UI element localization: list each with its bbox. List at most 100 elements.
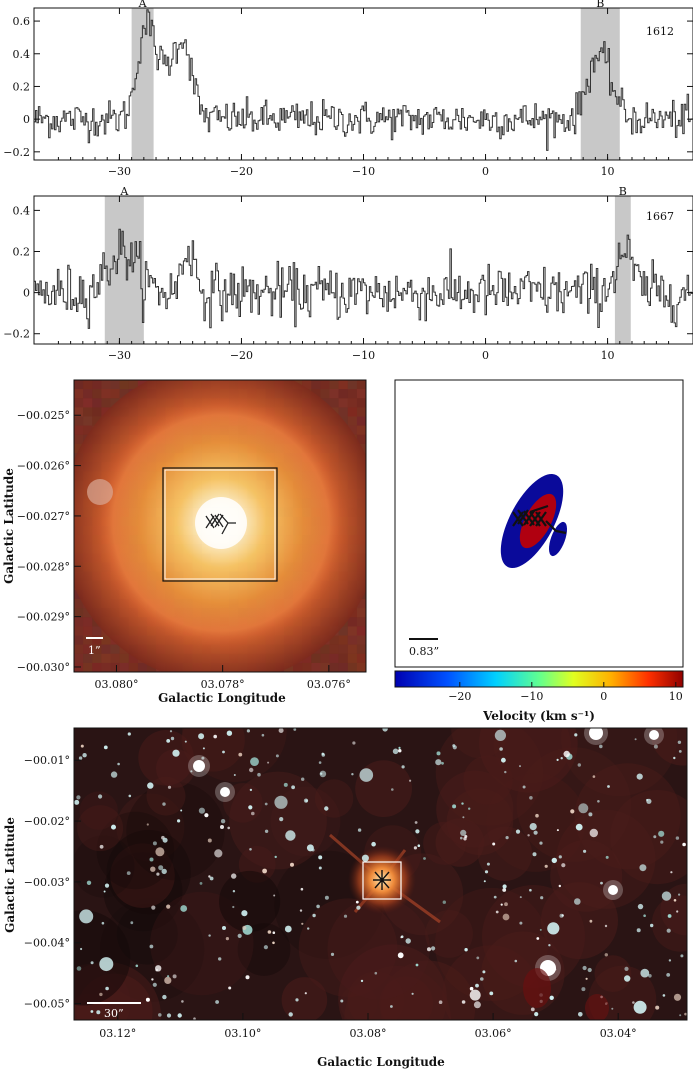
zoom-image-axes: 03.080° 03.078° 03.076° −00.025° −00.026° −00… (17, 409, 351, 691)
star (355, 900, 359, 904)
region-label-B: B (596, 0, 604, 10)
zoom-pixel (356, 653, 366, 664)
star (392, 748, 399, 755)
wide-xlabel: Galactic Longitude (317, 1055, 445, 1069)
zoom-pixel (338, 662, 348, 672)
zoom-ytick-label: −00.030° (17, 661, 70, 674)
star (208, 934, 211, 937)
star (172, 974, 177, 979)
star (180, 809, 183, 812)
wide-ytick-label: −00.05° (24, 998, 70, 1011)
zoom-pixel (74, 662, 84, 672)
zoom-xtick-label: 03.076° (307, 678, 351, 691)
star (547, 922, 560, 935)
wide-xtick-label: 03.06° (475, 1027, 512, 1040)
star (198, 733, 205, 740)
star (382, 728, 388, 732)
xtick-label: 10 (601, 165, 615, 178)
nebula-patch (446, 788, 514, 856)
bright-star (193, 760, 205, 772)
star (264, 829, 269, 833)
zoom-pixel (338, 380, 348, 390)
nebula-patch (463, 755, 513, 805)
nebula-patch (451, 728, 510, 759)
zoom-pixel (147, 662, 157, 672)
nebula-patch (327, 897, 430, 1000)
star (218, 957, 222, 961)
zoom-pixel (74, 398, 84, 408)
zoom-pixel (110, 662, 120, 672)
star (291, 785, 295, 790)
star (285, 830, 296, 841)
zoom-pixel (128, 662, 139, 672)
star (242, 925, 247, 931)
star (152, 982, 157, 987)
nebula-patch (610, 790, 687, 885)
nebula-patch (74, 910, 131, 1006)
star (222, 926, 226, 930)
zoom-pixel (347, 617, 358, 627)
zoom-pixel (338, 407, 348, 417)
zoom-pixel (338, 635, 348, 645)
star (318, 855, 323, 860)
star (180, 905, 188, 912)
star (532, 852, 537, 857)
zoom-ytick-label: −00.026° (17, 460, 70, 473)
xtick-label: 10 (601, 349, 615, 362)
wide-ytick-label: −00.04° (24, 937, 70, 950)
zoom-pixel (329, 653, 339, 664)
zoom-pixel (347, 635, 358, 645)
star (246, 729, 250, 733)
star (312, 913, 316, 918)
zoom-xtick-label: 03.080° (94, 678, 138, 691)
nebula-patch (479, 728, 578, 793)
zoom-pixel (110, 653, 120, 664)
star (463, 837, 467, 841)
zoom-pixel (356, 635, 366, 645)
star (126, 871, 131, 875)
star (397, 952, 404, 959)
zoom-pixel (329, 662, 339, 672)
star (461, 802, 464, 805)
star (666, 928, 671, 933)
star (460, 836, 463, 840)
star (304, 992, 307, 995)
star (530, 1007, 535, 1012)
star (666, 973, 671, 977)
wide-xtick-label: 03.12° (99, 1027, 136, 1040)
star (670, 871, 673, 874)
star (556, 829, 559, 832)
star (167, 785, 172, 789)
zoom-pixel (347, 380, 358, 390)
star (117, 762, 120, 766)
star (155, 847, 165, 857)
nebula-patch (425, 910, 473, 958)
spectrum-1667-panel: A B −30 −20 −10 0 10 −0.2 0 0.2 0.4 1667 (3, 185, 693, 362)
zoom-pixel (92, 380, 102, 390)
star (371, 841, 376, 847)
star (560, 757, 563, 760)
wide-field-image (74, 728, 687, 1020)
star (151, 978, 154, 981)
star (574, 733, 578, 737)
zoom-pixel (302, 380, 312, 390)
star (177, 1013, 182, 1018)
star (460, 829, 467, 837)
nebula-patch (442, 945, 539, 1020)
star (411, 992, 414, 995)
zoom-ytick-label: −00.027° (17, 510, 70, 523)
zoom-pixel (128, 380, 139, 390)
star (80, 744, 84, 748)
star (589, 919, 593, 923)
star (501, 757, 506, 763)
colorbar-tick-label: −10 (520, 690, 543, 703)
region-shade-A (131, 8, 154, 160)
zoom-pixel (320, 662, 330, 672)
star (161, 868, 167, 875)
star (162, 802, 166, 806)
star (164, 976, 172, 985)
nebula-patch (229, 771, 327, 870)
star (359, 768, 374, 782)
star (319, 770, 327, 778)
star (540, 896, 544, 900)
